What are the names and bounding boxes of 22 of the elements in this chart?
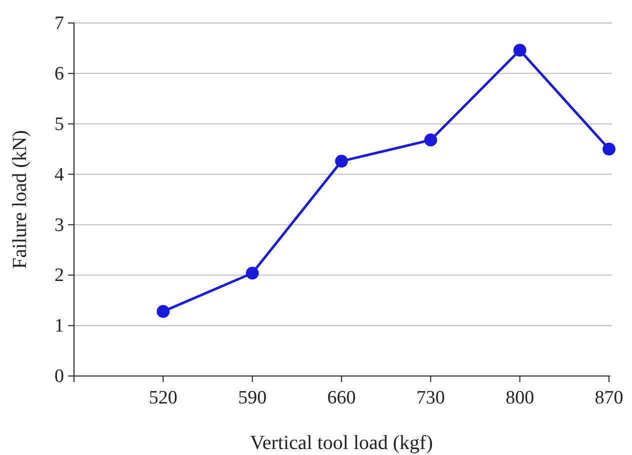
y-tick-label: 3 [54,214,64,236]
point [602,142,616,156]
y-tick-label: 0 [54,366,64,388]
x-tick-label: 660 [327,387,356,408]
x-tick-label: 520 [148,387,178,408]
y-tick-label: 7 [54,13,64,34]
x-tick-label: 800 [506,387,534,408]
x-tick-label: 590 [238,387,267,408]
point [246,266,259,280]
y-tick-label: 4 [54,164,64,186]
y-tick-label: 2 [54,265,64,286]
point [335,154,348,168]
y-axis-title: Failure load (kN) [9,130,31,269]
x-tick-label: 730 [416,387,445,408]
y-tick-label: 5 [54,114,64,135]
x-axis-title: Vertical tool load (kgf) [250,432,433,454]
point [156,305,170,318]
y-tick-label: 6 [54,64,64,85]
x-tick-label: 870 [594,387,624,408]
y-tick-label: 1 [54,316,64,337]
point [513,44,526,57]
point [424,134,438,146]
